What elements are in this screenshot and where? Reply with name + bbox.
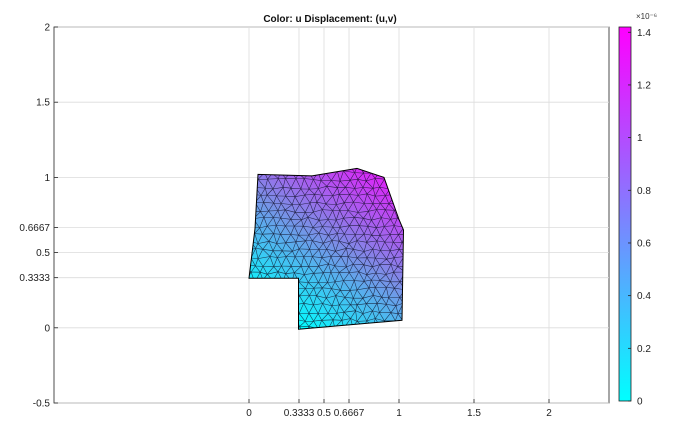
colorbar-exponent: ×10⁻⁶: [636, 12, 657, 21]
y-tick-label: 1: [44, 173, 50, 184]
y-tick-label: 2: [44, 23, 50, 34]
y-tick-label: 0.5: [36, 248, 50, 259]
colorbar-tick-label: 1.2: [637, 80, 651, 91]
x-tick-label: 0: [246, 408, 252, 419]
x-tick-label: 1.5: [467, 408, 481, 419]
colorbar-tick-label: 1.4: [637, 28, 651, 39]
colorbar-gradient: [618, 26, 632, 402]
x-tick-label: 2: [546, 408, 552, 419]
colorbar: ×10⁻⁶ 0 0.2 0.4 0.6 0.8 1 1.2 1.4: [618, 12, 657, 408]
colorbar-tick-label: 0: [637, 397, 643, 408]
y-tick-label: -0.5: [33, 399, 51, 410]
x-tick-label: 0.3333: [284, 408, 315, 419]
y-tick-label: 0.6667: [19, 223, 50, 234]
colorbar-tick-label: 0.6: [637, 238, 651, 249]
colorbar-tick-label: 0.4: [637, 291, 651, 302]
colorbar-tick-label: 1: [637, 133, 643, 144]
mesh-domain: [248, 167, 405, 330]
y-axis-ticks: -0.5 0 0.3333 0.5 0.6667 1 1.5 2: [19, 23, 58, 410]
x-axis-ticks: 0 0.3333 0.5 0.6667 1 1.5 2: [246, 399, 552, 419]
y-tick-label: 0.3333: [19, 273, 50, 284]
y-tick-label: 1.5: [36, 98, 50, 109]
colorbar-ticks: 0 0.2 0.4 0.6 0.8 1 1.2 1.4: [628, 28, 651, 408]
colorbar-tick-label: 0.8: [637, 186, 651, 197]
colorbar-tick-label: 0.2: [637, 344, 651, 355]
mesh-domain-boundary: [248, 167, 405, 330]
chart-title: Color: u Displacement: (u,v): [263, 14, 396, 25]
x-tick-label: 0.5: [317, 408, 331, 419]
x-tick-label: 1: [396, 408, 402, 419]
x-tick-label: 0.6667: [334, 408, 365, 419]
y-tick-label: 0: [44, 323, 50, 334]
